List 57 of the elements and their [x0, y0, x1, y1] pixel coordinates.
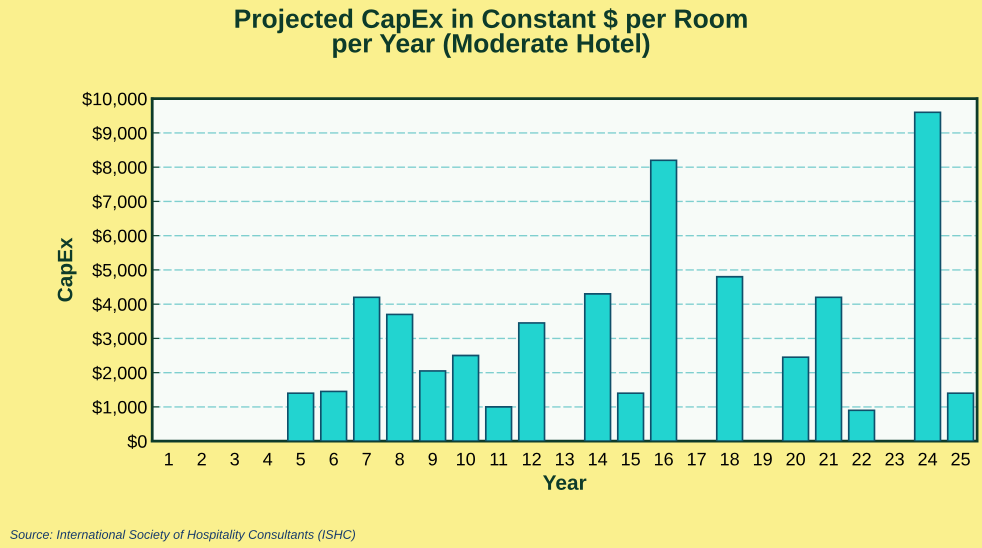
bar — [518, 322, 546, 442]
x-tick-label: 4 — [263, 452, 272, 466]
x-tick-label: 17 — [688, 452, 706, 466]
bar — [616, 392, 644, 442]
x-tick-label: 15 — [622, 452, 640, 466]
bar — [584, 293, 612, 442]
chart-title: Projected CapEx in Constant $ per Room per Year (Moderate Hotel) — [235, 8, 747, 58]
bar — [914, 112, 942, 442]
x-tick-label: 11 — [490, 452, 508, 466]
bar — [848, 409, 876, 442]
bar — [782, 356, 810, 442]
x-tick-label: 10 — [457, 452, 475, 466]
x-tick-label: 14 — [588, 452, 608, 466]
x-tick-label: 13 — [556, 452, 574, 466]
y-tick-label: $4,000 — [92, 297, 147, 313]
x-tick-label: 24 — [918, 452, 938, 466]
y-tick-label: $10,000 — [82, 92, 147, 108]
y-tick-label: $9,000 — [92, 126, 147, 142]
x-tick-label: 2 — [198, 452, 206, 466]
x-axis-title: Year — [542, 475, 586, 490]
x-tick-label: 6 — [330, 452, 338, 466]
bar — [286, 392, 314, 442]
y-tick-label: $1,000 — [92, 400, 147, 416]
x-tick-label: 23 — [885, 452, 904, 466]
x-tick-label: 7 — [362, 452, 371, 466]
bar — [716, 276, 744, 442]
bar — [814, 296, 842, 442]
bar — [418, 370, 446, 442]
x-tick-label: 18 — [720, 452, 739, 466]
bar — [386, 314, 414, 442]
x-tick-label: 5 — [296, 452, 305, 466]
x-tick-label: 21 — [819, 452, 838, 466]
x-tick-label: 12 — [522, 452, 541, 466]
bar — [650, 159, 678, 442]
y-axis-title: CapEx — [58, 238, 77, 302]
y-tick-label: $0 — [127, 434, 147, 449]
bar — [452, 354, 480, 442]
x-tick-label: 3 — [230, 452, 239, 466]
x-tick-label: 25 — [951, 452, 970, 466]
bar — [320, 390, 348, 442]
bar — [484, 406, 512, 442]
x-tick-label: 22 — [852, 452, 871, 466]
x-tick-label: 9 — [428, 452, 437, 466]
y-tick-label: $8,000 — [92, 160, 147, 176]
y-tick-label: $6,000 — [92, 228, 147, 244]
x-tick-label: 16 — [654, 452, 673, 466]
x-tick-label: 1 — [165, 452, 173, 466]
source-note: Source: International Society of Hospitality Consultants (ISHC) — [10, 530, 356, 542]
y-tick-label: $7,000 — [92, 194, 147, 210]
bar — [352, 296, 380, 442]
y-tick-label: $3,000 — [92, 332, 147, 348]
y-tick-label: $2,000 — [92, 366, 147, 382]
x-tick-label: 19 — [754, 452, 772, 466]
bar — [946, 392, 974, 442]
x-tick-label: 20 — [786, 452, 805, 466]
y-tick-label: $5,000 — [92, 263, 147, 279]
x-tick-label: 8 — [395, 452, 404, 466]
